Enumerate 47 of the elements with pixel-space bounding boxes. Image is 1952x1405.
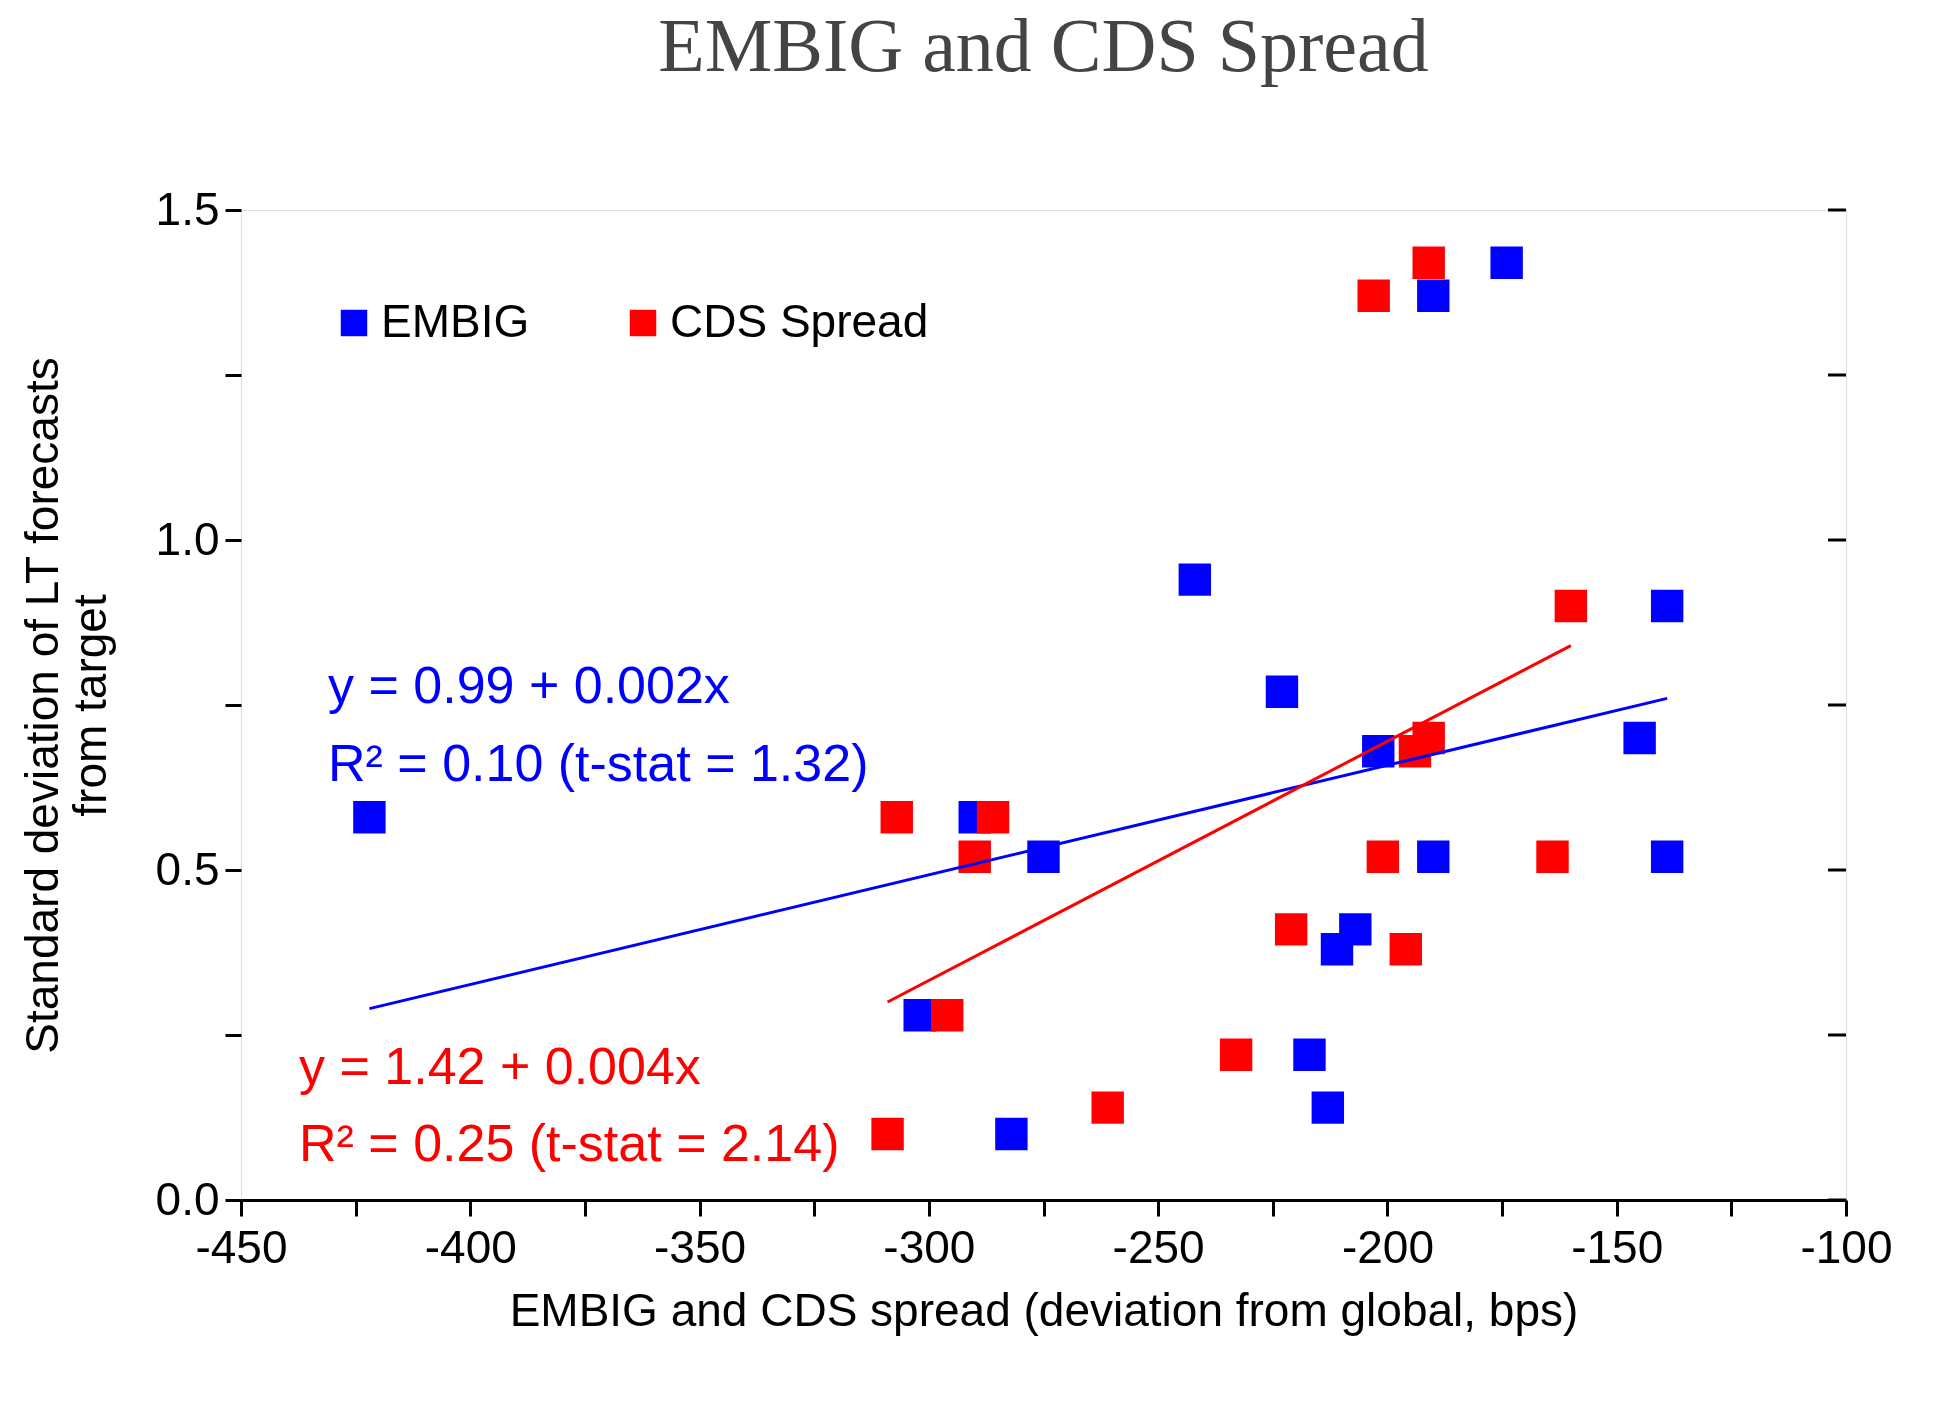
point [1274,913,1308,946]
annotation: R² = 0.25 (t-stat = 2.14) [299,1114,840,1172]
point [995,1117,1028,1151]
point [1417,840,1450,873]
point [1091,1091,1124,1124]
point [1623,721,1656,755]
y-tick-label: 0.5 [155,842,220,895]
point [353,801,386,834]
point [1178,563,1212,596]
x-tick-label: -150 [1571,1220,1664,1273]
point [1357,279,1390,312]
point [1536,840,1569,873]
point [1293,1038,1326,1071]
x-tick-label: -300 [883,1220,976,1273]
point [1027,840,1060,873]
annotation: R² = 0.10 (t-stat = 1.32) [328,734,869,792]
annotation: y = 0.99 + 0.002x [328,656,730,714]
point [880,801,913,834]
x-tick-label: -350 [654,1220,747,1273]
y-tick-label: 1.5 [155,182,220,235]
point [1417,279,1450,312]
chart-title: EMBIG and CDS Spread [658,3,1429,87]
point [1412,721,1445,755]
point [1490,246,1523,279]
x-tick-label: -200 [1341,1220,1434,1273]
point [1219,1038,1253,1071]
point [976,801,1010,834]
y-axis-title: Standard deviation of LT forecasts from target [15,357,116,1054]
point [871,1117,904,1151]
legend-label: EMBIG [381,295,530,347]
point [1366,840,1400,873]
point [1389,933,1422,966]
point [1650,589,1684,623]
point [1650,840,1684,873]
x-tick-label: -400 [424,1220,517,1273]
point [1311,1091,1345,1124]
y-tick-label: 1.0 [155,512,220,565]
point [931,999,964,1032]
annotation: y = 1.42 + 0.004x [299,1037,701,1095]
point [1265,675,1299,708]
x-tick-label: -100 [1800,1220,1893,1273]
point [1554,589,1588,623]
legend-label: CDS Spread [670,295,929,347]
point [1339,913,1372,946]
x-tick-label: -250 [1112,1220,1205,1273]
x-axis-title: EMBIG and CDS spread (deviation from global, bps) [509,1283,1579,1336]
point [1412,246,1445,279]
